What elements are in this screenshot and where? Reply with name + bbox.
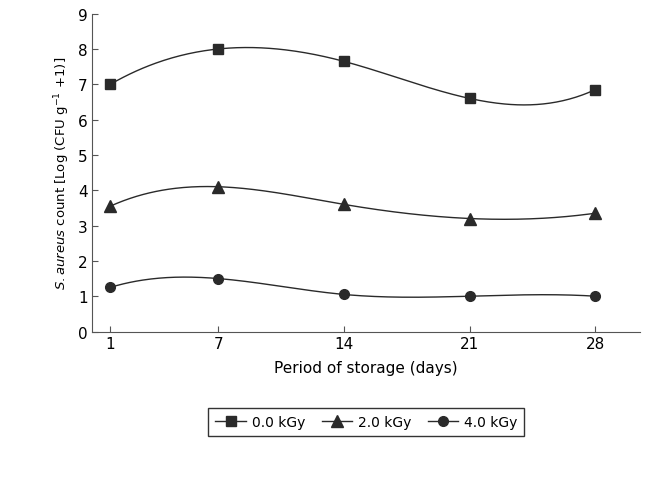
- 0.0 kGy: [591, 87, 599, 93]
- 0.0 kGy: [465, 96, 473, 102]
- Legend: 0.0 kGy, 2.0 kGy, 4.0 kGy: 0.0 kGy, 2.0 kGy, 4.0 kGy: [209, 408, 524, 436]
- Line: 2.0 kGy: 2.0 kGy: [105, 182, 601, 224]
- 0.0 kGy: [106, 82, 114, 88]
- 4.0 kGy: [214, 276, 222, 282]
- 4.0 kGy: [106, 285, 114, 291]
- 0.0 kGy: [214, 47, 222, 53]
- 2.0 kGy: [340, 202, 348, 208]
- 2.0 kGy: [214, 184, 222, 190]
- 2.0 kGy: [106, 204, 114, 210]
- 4.0 kGy: [591, 294, 599, 300]
- 2.0 kGy: [465, 216, 473, 222]
- 4.0 kGy: [340, 292, 348, 298]
- Y-axis label: $\it{S. aureus}$ count [Log (CFU g$^{-1}$ +1)]: $\it{S. aureus}$ count [Log (CFU g$^{-1}…: [53, 57, 72, 290]
- 0.0 kGy: [340, 59, 348, 65]
- Line: 4.0 kGy: 4.0 kGy: [106, 274, 600, 302]
- Line: 0.0 kGy: 0.0 kGy: [106, 45, 600, 104]
- 4.0 kGy: [465, 294, 473, 300]
- X-axis label: Period of storage (days): Period of storage (days): [275, 360, 458, 375]
- 2.0 kGy: [591, 211, 599, 217]
